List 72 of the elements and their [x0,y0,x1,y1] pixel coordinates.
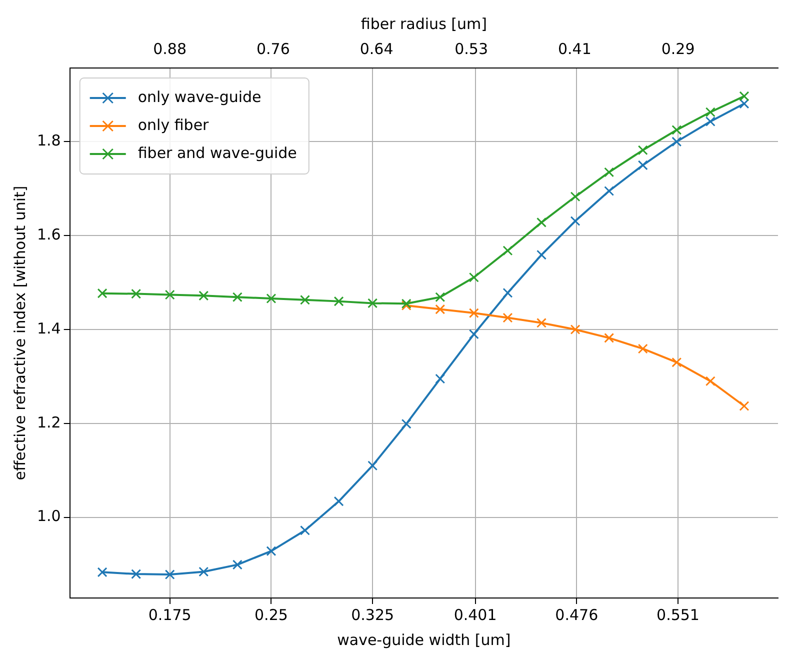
point [368,298,378,308]
x2-tick-label: 0.64 [360,40,394,58]
x2-tick-label: 0.53 [454,40,488,58]
point [97,567,108,578]
x-tick-label: 0.175 [148,606,192,624]
y-axis-title: effective refractive index [without unit] [10,186,29,480]
x-axis-title: wave-guide width [um] [337,630,511,649]
x-tick-label: 0.325 [351,606,394,624]
point [638,160,648,170]
legend-label: fiber and wave-guide [138,144,297,162]
point [570,192,580,202]
point [705,107,716,118]
x2-tick-label: 0.41 [558,40,592,58]
point [672,136,682,147]
point [739,401,750,411]
point [502,288,513,298]
point [536,217,546,228]
point [672,357,682,368]
x-tick-label: 0.551 [656,606,700,624]
point [570,216,580,226]
point [334,296,344,306]
y-tick-label: 1.4 [36,319,61,338]
point [604,332,614,343]
point [604,186,614,196]
point [739,91,750,102]
y-tick-label: 1.8 [36,132,61,150]
point [198,290,209,301]
point [570,324,580,334]
point [232,560,242,570]
point [131,569,142,580]
point [502,312,513,323]
point [435,292,446,302]
point [266,546,276,556]
y-tick-label: 1.2 [36,413,61,432]
point [536,250,546,260]
point [97,288,108,298]
y-tick-label: 1.6 [36,225,61,244]
point [672,124,682,135]
point [300,294,310,305]
point [232,292,242,302]
point [638,145,648,156]
x2-tick-label: 0.76 [256,40,290,58]
point [300,525,310,536]
point [468,272,479,282]
y-tick-label: 1.0 [36,507,61,526]
legend-label: only fiber [138,116,210,134]
point [705,116,716,127]
x2-tick-label: 0.88 [153,40,186,58]
point [604,167,614,178]
point [266,294,276,304]
point [164,570,175,580]
point [739,98,750,109]
point [502,246,513,256]
x-tick-label: 0.25 [254,606,288,624]
point [536,318,546,328]
x2-tick-label: 0.29 [661,40,695,58]
x-tick-label: 0.476 [555,606,598,624]
point [164,290,175,300]
point [368,460,378,471]
point [705,376,716,386]
x2-axis-title: fiber radius [um] [360,14,487,33]
x-tick-label: 0.401 [454,606,497,624]
point [435,304,446,314]
point [198,566,209,577]
point [334,496,344,506]
point [401,418,412,429]
point [435,374,446,384]
legend-label: only wave-guide [138,88,262,106]
point [468,329,479,340]
point [638,344,648,354]
point [131,288,142,299]
point [468,308,479,318]
